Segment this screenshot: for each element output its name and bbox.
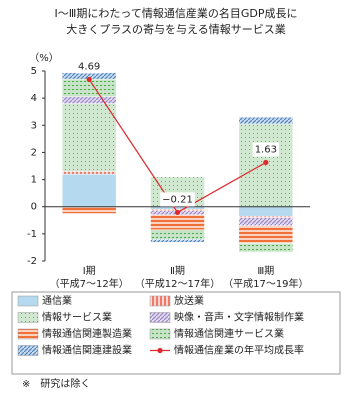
legend-swatch — [17, 295, 39, 307]
legend-swatch — [17, 328, 39, 340]
legend-swatch — [17, 345, 39, 356]
legend-box — [11, 291, 341, 375]
x-tick-label: Ⅰ期 — [83, 265, 96, 277]
value-label: 4.69 — [78, 61, 100, 72]
line-point — [263, 159, 269, 166]
y-tick-label: 5 — [31, 66, 37, 77]
legend-marker — [157, 347, 163, 354]
bar-segment — [238, 206, 294, 217]
bar-segment — [238, 225, 294, 244]
legend-label: 通信業 — [42, 294, 72, 307]
bar-segment — [238, 116, 294, 125]
y-tick-label: -1 — [27, 229, 37, 240]
value-label: −0.21 — [162, 194, 193, 205]
x-tick-sublabel: （平成17～19年） — [223, 277, 308, 290]
y-tick-label: 2 — [31, 147, 37, 158]
x-tick-label: Ⅲ期 — [257, 265, 274, 277]
bar-segment — [61, 173, 117, 207]
bar-segment — [150, 214, 205, 231]
legend-label: 情報通信関連製造業 — [42, 327, 132, 340]
legend-label: 情報サービス業 — [42, 311, 112, 324]
bar-segment — [61, 103, 117, 172]
legend-label: 放送業 — [174, 294, 204, 307]
bar-segment — [238, 123, 294, 207]
x-tick-sublabel: （平成12～17年） — [135, 277, 220, 290]
value-label: 1.63 — [255, 144, 277, 155]
bar-segment — [150, 229, 205, 240]
bar-segment — [238, 217, 294, 226]
legend-label: 情報通信関連サービス業 — [174, 327, 284, 340]
y-tick-label: -2 — [27, 256, 37, 267]
value-label-bg — [252, 142, 279, 157]
line-point — [86, 76, 92, 83]
bar-segment — [61, 171, 117, 175]
value-label-bg — [160, 192, 195, 207]
value-label-bg — [76, 59, 103, 74]
legend-label: 映像・音声・文字情報制作業 — [174, 311, 304, 324]
bar-segment — [61, 206, 117, 214]
line-point — [174, 209, 181, 216]
legend-swatch — [149, 328, 171, 340]
y-unit: （%） — [29, 52, 59, 64]
bar-segment — [61, 96, 117, 104]
legend-swatch — [149, 312, 171, 323]
legend-label: 情報通信関連建設業 — [42, 344, 132, 357]
chart-title: Ⅰ～Ⅲ期にわたって情報通信産業の名目GDP成長に — [55, 6, 298, 20]
legend-swatch — [149, 295, 171, 307]
y-tick-label: 4 — [31, 93, 37, 104]
bar-segment — [238, 243, 294, 253]
legend-swatch — [17, 312, 39, 323]
legend-label: 情報通信産業の年平均成長率 — [174, 344, 304, 357]
y-tick-label: 0 — [31, 202, 37, 213]
x-tick-sublabel: （平成7～12年） — [50, 277, 129, 290]
y-tick-label: 1 — [31, 175, 37, 186]
chart-title: 大きくプラスの寄与を与える情報サービス業 — [66, 22, 285, 36]
y-tick-label: 3 — [31, 120, 37, 131]
bar-segment — [150, 239, 205, 243]
x-tick-label: Ⅱ期 — [170, 265, 185, 277]
note: ※ 研究は除く — [22, 377, 90, 390]
